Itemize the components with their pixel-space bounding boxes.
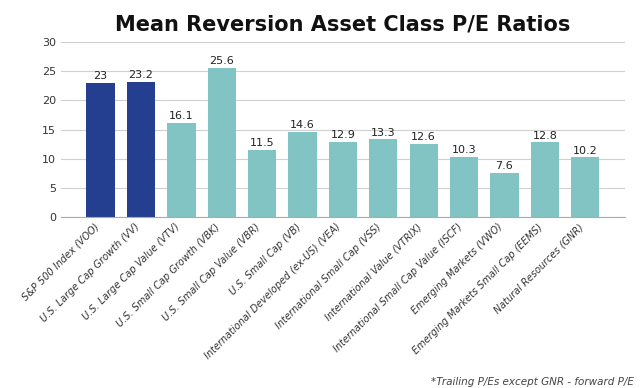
Bar — [167, 123, 195, 217]
Bar — [127, 82, 155, 217]
Bar — [531, 142, 559, 217]
Text: 12.9: 12.9 — [330, 130, 355, 140]
Bar — [248, 150, 276, 217]
Bar — [490, 173, 518, 217]
Text: 23: 23 — [93, 71, 108, 81]
Text: 10.3: 10.3 — [452, 145, 476, 155]
Bar — [207, 68, 236, 217]
Text: 12.8: 12.8 — [532, 131, 557, 140]
Text: 10.2: 10.2 — [573, 146, 598, 156]
Text: 12.6: 12.6 — [412, 132, 436, 142]
Text: 7.6: 7.6 — [495, 161, 513, 171]
Text: 11.5: 11.5 — [250, 138, 275, 148]
Text: 23.2: 23.2 — [129, 70, 154, 80]
Text: 14.6: 14.6 — [290, 120, 315, 130]
Bar — [571, 158, 599, 217]
Bar — [369, 139, 397, 217]
Text: *Trailing P/Es except GNR - forward P/E: *Trailing P/Es except GNR - forward P/E — [431, 377, 634, 387]
Bar — [450, 157, 478, 217]
Bar — [329, 142, 357, 217]
Bar — [86, 83, 115, 217]
Text: 13.3: 13.3 — [371, 128, 396, 138]
Bar — [289, 132, 317, 217]
Text: 25.6: 25.6 — [209, 56, 234, 66]
Text: 16.1: 16.1 — [169, 111, 194, 121]
Bar — [410, 144, 438, 217]
Title: Mean Reversion Asset Class P/E Ratios: Mean Reversion Asset Class P/E Ratios — [115, 15, 571, 35]
